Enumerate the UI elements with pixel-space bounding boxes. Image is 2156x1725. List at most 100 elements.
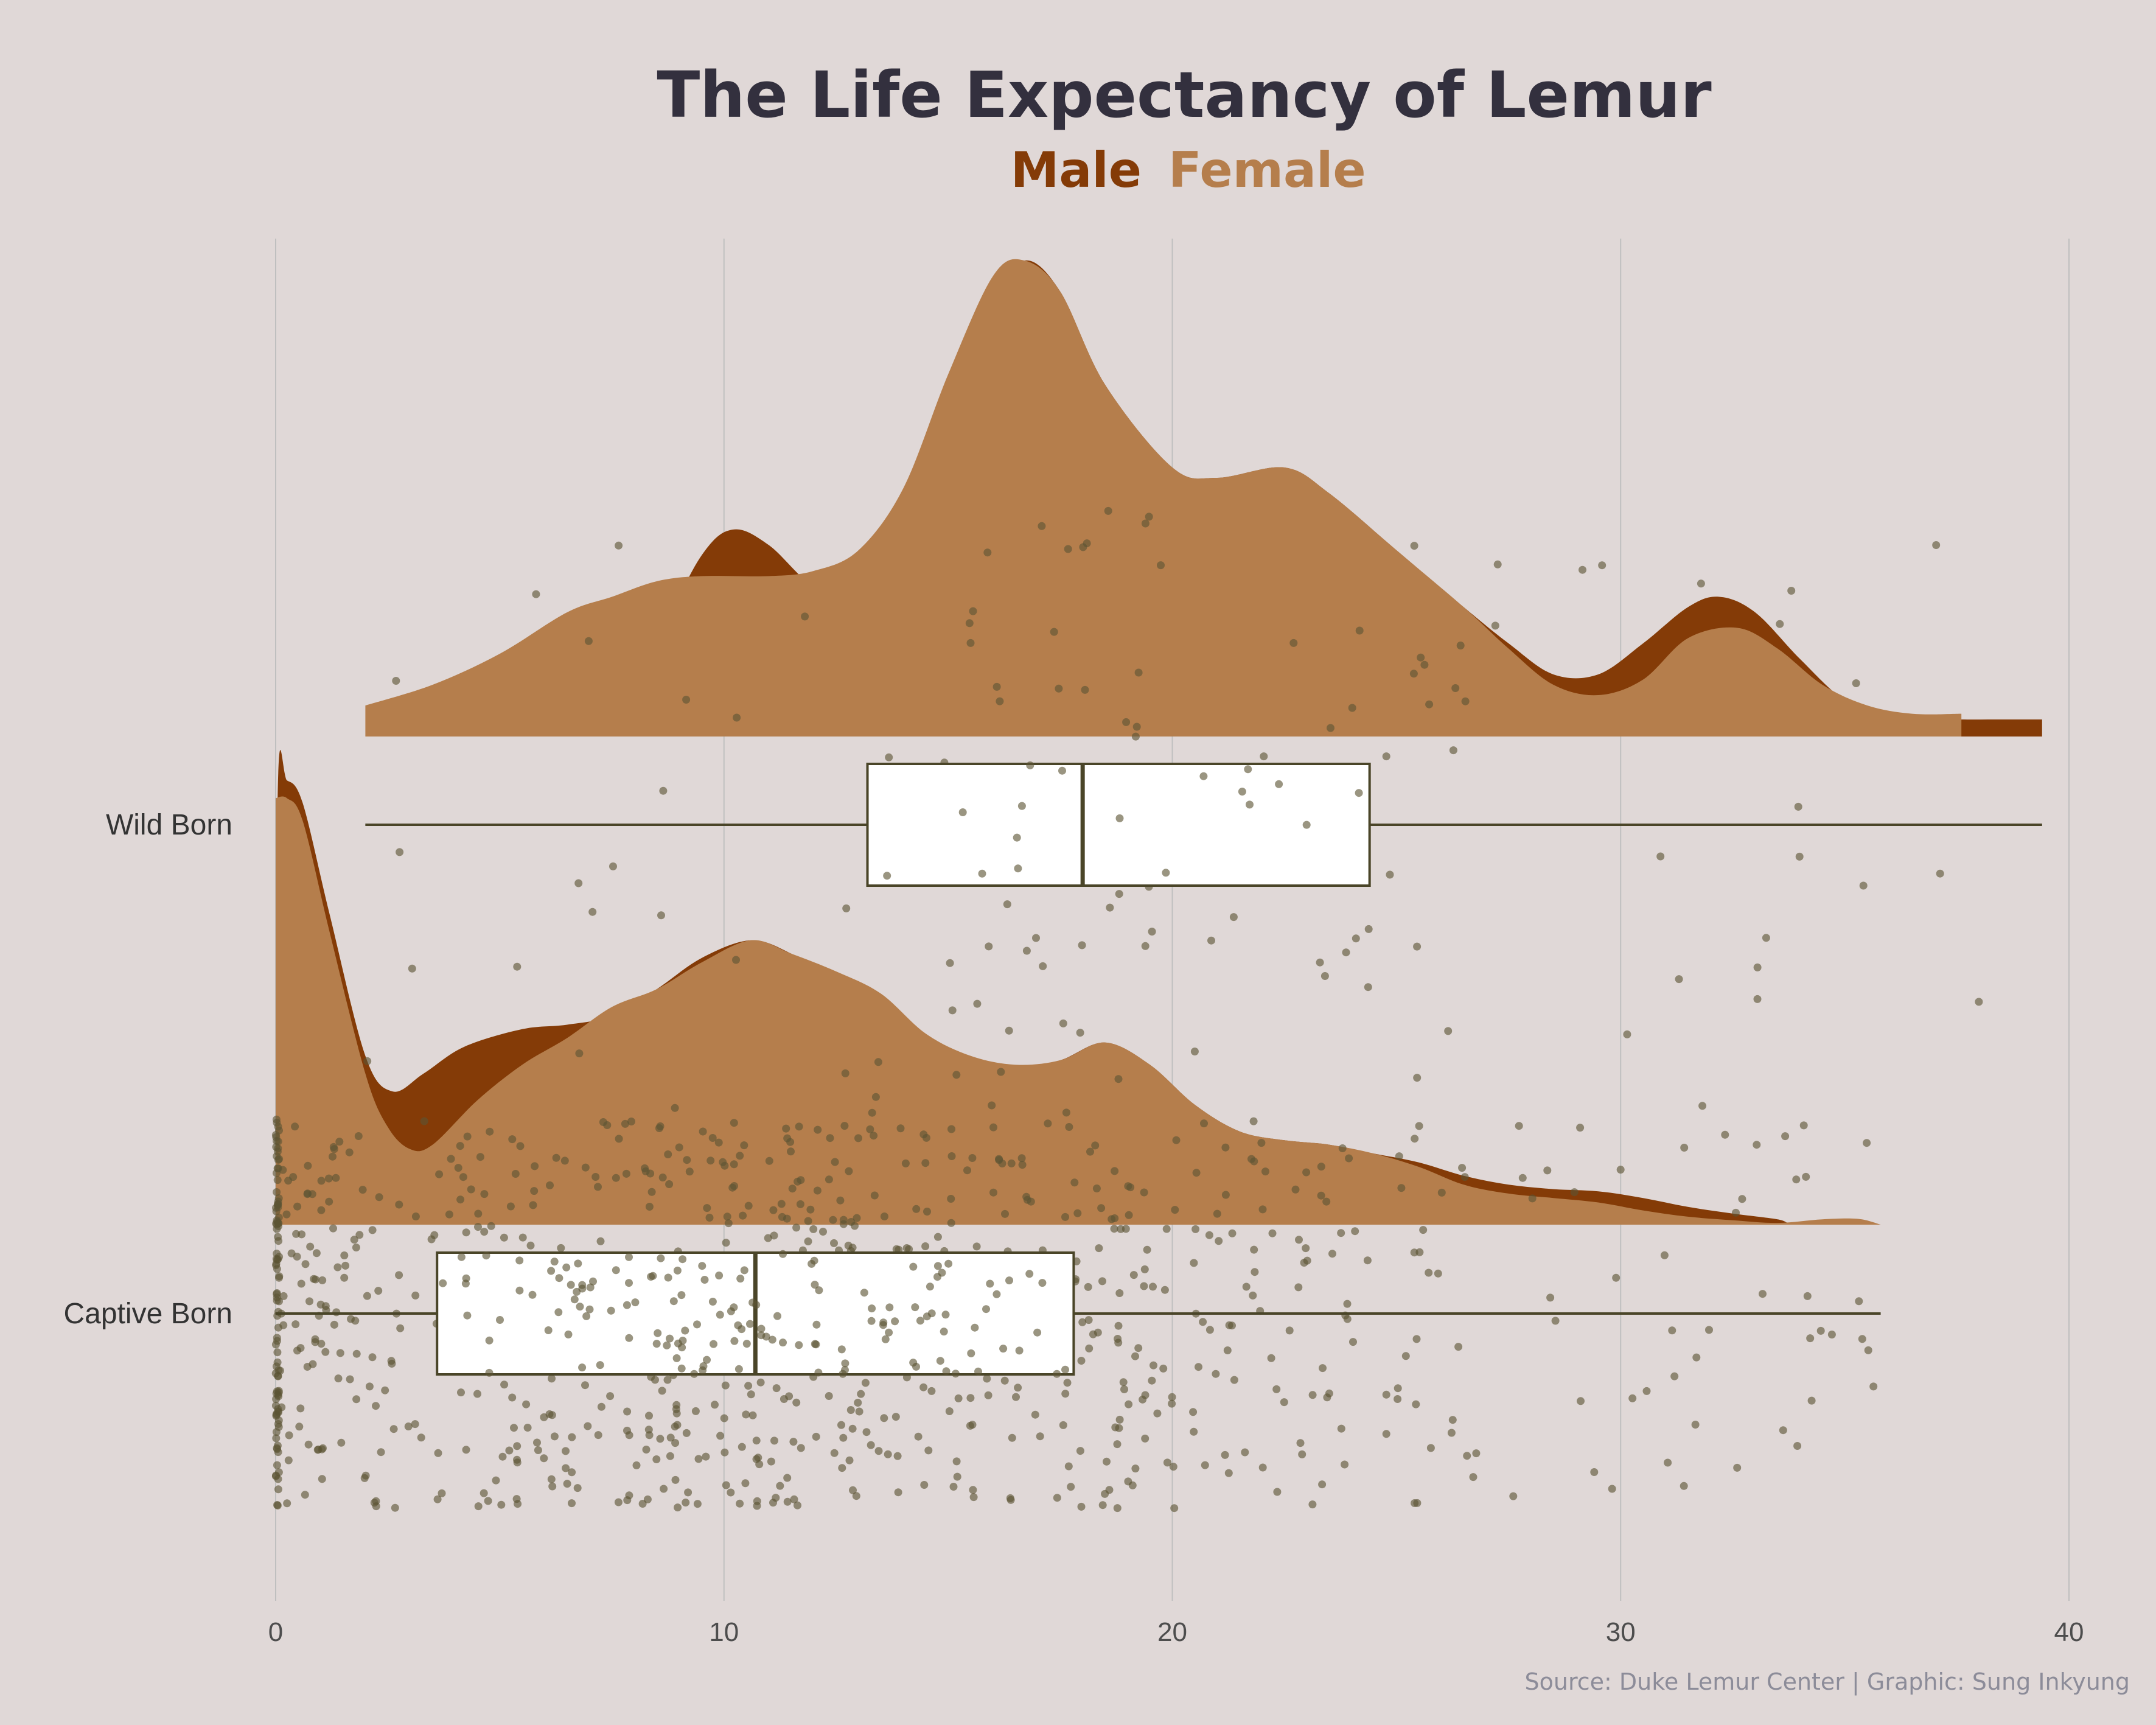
data-point-captive-born <box>1799 1121 1808 1130</box>
data-point-captive-born <box>933 1262 942 1270</box>
data-point-captive-born <box>1201 1461 1209 1469</box>
data-point-captive-born <box>1705 1326 1713 1334</box>
data-point-captive-born <box>463 1132 472 1141</box>
data-point-captive-born <box>752 1436 761 1445</box>
data-point-captive-born <box>681 1326 689 1335</box>
data-point-captive-born <box>283 1499 291 1508</box>
data-point-captive-born <box>474 1223 482 1231</box>
data-point-captive-born <box>1221 1143 1230 1152</box>
data-point-captive-born <box>1205 1326 1214 1334</box>
jitter-points <box>271 506 1983 1513</box>
data-point-captive-born <box>439 1279 447 1287</box>
data-point-captive-born <box>522 1400 531 1408</box>
data-point-captive-born <box>1570 1188 1579 1197</box>
data-point-captive-born <box>1401 1352 1410 1360</box>
data-point-captive-born <box>1242 1282 1251 1291</box>
data-point-captive-born <box>1085 1344 1094 1352</box>
data-point-captive-born <box>1172 1136 1181 1144</box>
legend-item-male: Male <box>1011 142 1142 198</box>
data-point-captive-born <box>350 1236 358 1244</box>
data-point-captive-born <box>341 1261 350 1270</box>
data-point-captive-born <box>291 1122 299 1131</box>
data-point-captive-born <box>1460 1173 1469 1181</box>
data-point-captive-born <box>1472 1449 1481 1458</box>
data-point-captive-born <box>1077 1502 1086 1511</box>
data-point-captive-born <box>474 1502 483 1511</box>
data-point-captive-born <box>1053 1494 1061 1502</box>
data-point-captive-born <box>515 1286 524 1295</box>
data-point-captive-born <box>293 1346 301 1355</box>
data-point-captive-born <box>457 1253 466 1261</box>
data-point-captive-born <box>757 1324 766 1333</box>
data-point-wild-born <box>1032 934 1040 942</box>
data-point-captive-born <box>1098 1277 1106 1286</box>
data-point-captive-born <box>829 1216 837 1224</box>
data-point-captive-born <box>770 1231 778 1240</box>
data-point-wild-born <box>588 908 597 916</box>
data-point-captive-born <box>1412 1400 1420 1408</box>
data-point-captive-born <box>427 1235 436 1244</box>
data-point-captive-born <box>700 1276 709 1284</box>
data-point-captive-born <box>1308 1391 1317 1399</box>
data-point-captive-born <box>787 1147 795 1156</box>
data-point-captive-born <box>936 1357 944 1365</box>
data-point-captive-born <box>797 1176 805 1184</box>
data-point-captive-born <box>365 1382 374 1391</box>
data-point-captive-born <box>679 1255 687 1264</box>
data-point-wild-born <box>1444 1027 1453 1035</box>
data-point-captive-born <box>273 1256 282 1264</box>
data-point-wild-born <box>1104 506 1112 515</box>
data-point-captive-born <box>508 1135 517 1144</box>
data-point-captive-born <box>1351 1227 1359 1236</box>
data-point-captive-born <box>966 1394 975 1402</box>
data-point-captive-born <box>547 1475 556 1483</box>
data-point-captive-born <box>1816 1326 1825 1335</box>
data-point-captive-born <box>1128 1481 1137 1489</box>
data-point-captive-born <box>683 1156 691 1164</box>
data-point-captive-born <box>1691 1421 1700 1429</box>
data-point-captive-born <box>1349 1338 1357 1346</box>
data-point-captive-born <box>485 1368 494 1377</box>
data-point-captive-born <box>445 1210 453 1219</box>
data-point-captive-born <box>562 1464 570 1472</box>
data-point-captive-born <box>1115 1289 1124 1297</box>
data-point-captive-born <box>1434 1269 1442 1278</box>
data-point-captive-born <box>1103 1457 1111 1466</box>
data-point-captive-born <box>723 1212 731 1221</box>
data-point-captive-born <box>336 1349 344 1357</box>
data-point-captive-born <box>273 1176 282 1184</box>
data-point-captive-born <box>354 1132 363 1140</box>
data-point-captive-born <box>1125 1400 1133 1408</box>
data-point-wild-born <box>1275 780 1283 788</box>
data-point-captive-born <box>606 1392 615 1401</box>
data-point-captive-born <box>1014 1384 1022 1392</box>
data-point-captive-born <box>1858 1335 1866 1343</box>
data-point-wild-born <box>1081 685 1089 694</box>
data-point-wild-born <box>1936 869 1944 878</box>
data-point-captive-born <box>321 1348 330 1356</box>
data-point-wild-born <box>1623 1030 1631 1038</box>
data-point-captive-born <box>1125 1211 1133 1219</box>
data-point-captive-born <box>1781 1132 1790 1141</box>
data-point-wild-born <box>1134 668 1143 677</box>
data-point-captive-born <box>740 1141 748 1150</box>
data-point-wild-born <box>1491 621 1499 630</box>
data-point-captive-born <box>831 1158 839 1166</box>
data-point-captive-born <box>1094 1328 1102 1337</box>
data-point-captive-born <box>1670 1372 1679 1380</box>
data-point-captive-born <box>1864 1346 1872 1354</box>
data-point-captive-born <box>1323 1393 1331 1402</box>
data-point-captive-born <box>894 1488 902 1497</box>
data-point-captive-born <box>656 1122 665 1130</box>
data-point-captive-born <box>1319 1364 1327 1373</box>
data-point-captive-born <box>664 1150 672 1158</box>
data-point-captive-born <box>1120 1385 1128 1393</box>
data-point-captive-born <box>1061 1212 1069 1221</box>
data-point-captive-born <box>295 1422 304 1431</box>
data-point-captive-born <box>274 1213 283 1222</box>
data-point-wild-born <box>1050 628 1058 636</box>
data-point-captive-born <box>1067 1483 1075 1491</box>
data-point-captive-born <box>347 1315 355 1323</box>
data-point-captive-born <box>885 1328 893 1337</box>
data-point-captive-born <box>837 1421 845 1429</box>
